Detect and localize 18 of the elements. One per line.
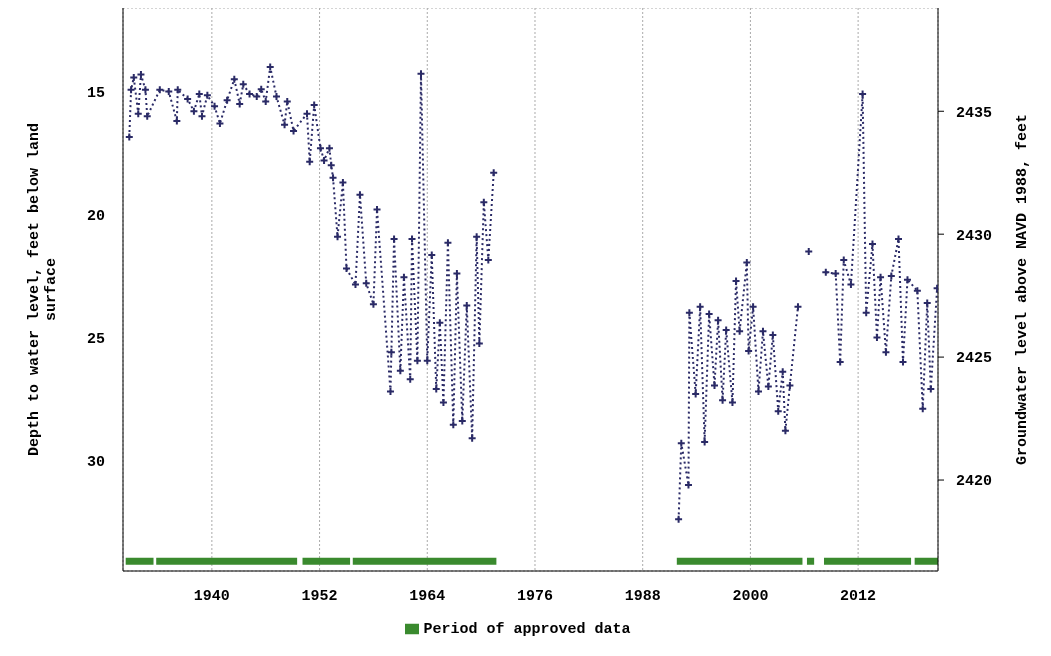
y-tick-label: 25 <box>86 330 105 348</box>
y-tick-label: 30 <box>86 453 105 471</box>
y-tick-label: 20 <box>86 207 105 225</box>
legend-label: Period of approved data <box>423 621 631 638</box>
x-tick-label: 1964 <box>409 587 446 605</box>
x-tick-label: 1940 <box>193 587 230 605</box>
x-tick-label: 1952 <box>301 587 338 605</box>
y-tick-label: 15 <box>86 84 105 102</box>
y2-tick-label: 2420 <box>956 473 993 491</box>
y-axis-title: Depth to water level, feet below land surface <box>26 122 60 457</box>
y2-axis-title: Groundwater level above NAVD 1988, feet <box>1014 113 1031 466</box>
y2-tick-label: 2430 <box>956 227 993 245</box>
y2-tick-label: 2435 <box>956 104 993 122</box>
x-tick-label: 1988 <box>624 587 661 605</box>
x-tick-label: 1976 <box>516 587 553 605</box>
y2-tick-label: 2425 <box>956 350 993 368</box>
x-tick-label: 2012 <box>840 587 877 605</box>
x-tick-label: 2000 <box>732 587 769 605</box>
